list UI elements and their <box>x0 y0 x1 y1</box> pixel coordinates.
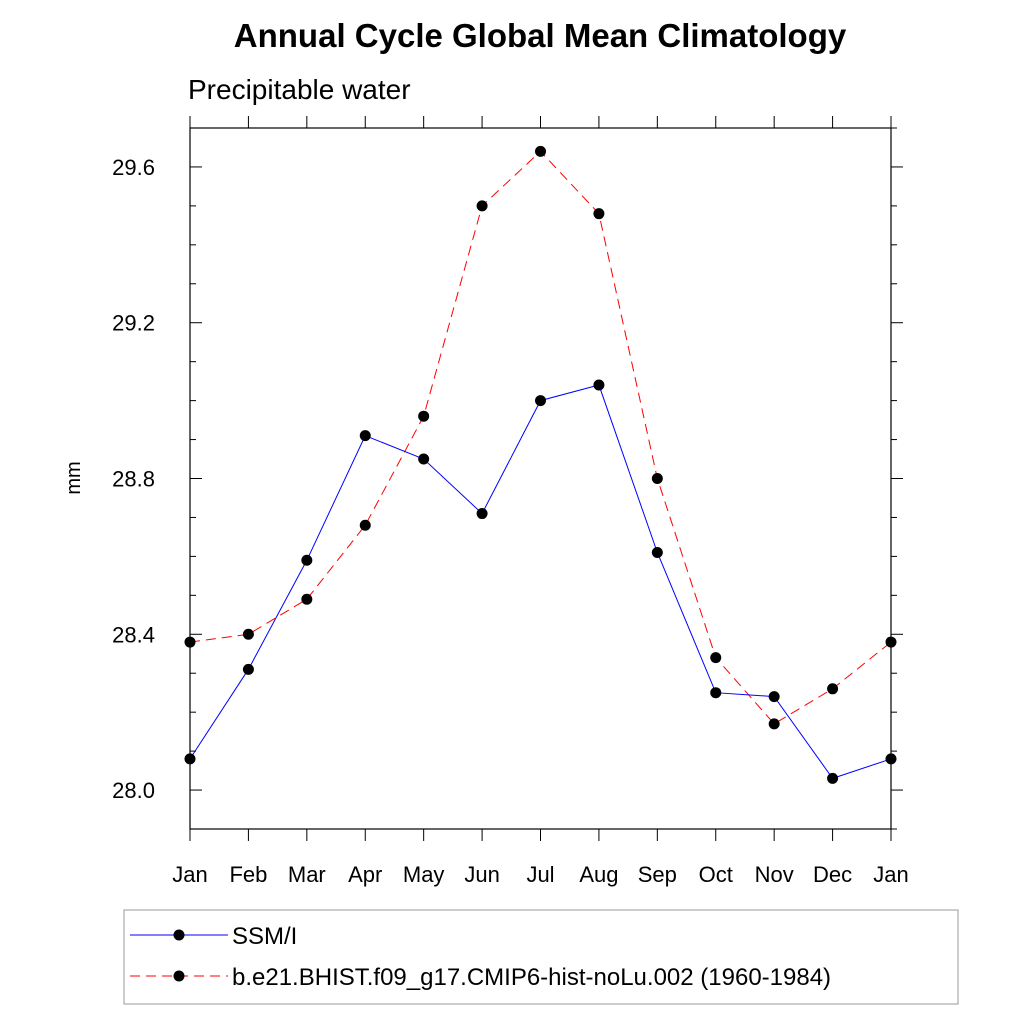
x-tick-label: Oct <box>699 862 733 887</box>
series-markers <box>184 145 897 784</box>
data-point-series-1 <box>301 593 313 605</box>
data-point-series-1 <box>651 473 663 484</box>
x-tick-label: Jan <box>172 862 207 887</box>
data-point-series-0 <box>476 508 488 520</box>
x-tick-label: Aug <box>579 862 618 887</box>
y-tick-label: 28.4 <box>112 622 155 647</box>
series-line-1 <box>189 150 892 725</box>
data-point-series-1 <box>885 636 897 648</box>
x-tick-label: Dec <box>813 862 852 887</box>
plot-frame <box>189 127 892 830</box>
legend-marker-model <box>173 970 185 982</box>
data-point-series-0 <box>768 691 780 703</box>
data-point-series-1 <box>476 200 488 212</box>
chart-title: Annual Cycle Global Mean Climatology <box>234 17 847 54</box>
x-tick-label: May <box>403 862 445 887</box>
x-tick-label: Jul <box>526 862 554 887</box>
data-point-series-1 <box>184 636 196 648</box>
legend-marker-ssmi <box>173 929 185 941</box>
series-lines <box>189 150 892 779</box>
chart-subtitle: Precipitable water <box>188 74 411 105</box>
axis-ticks: Jan Feb Mar Apr May Jun Jul Aug Sep Oct Nov Dec Jan 2… <box>112 116 909 887</box>
legend-box <box>123 909 959 1005</box>
data-point-series-1 <box>242 628 254 640</box>
x-tick-label: Feb <box>229 862 267 887</box>
legend-label-model: b.e21.BHIST.f09_g17.CMIP6-hist-noLu.002 … <box>232 964 831 991</box>
data-point-series-0 <box>885 753 897 765</box>
y-tick-label: 29.2 <box>112 311 155 336</box>
data-point-series-1 <box>535 145 546 157</box>
data-point-series-0 <box>242 663 254 675</box>
x-tick-label: Jan <box>873 862 908 887</box>
legend-label-ssmi: SSM/I <box>232 923 297 950</box>
data-point-series-0 <box>184 753 196 765</box>
y-tick-label: 28.0 <box>112 778 155 803</box>
data-point-series-1 <box>418 410 430 422</box>
data-point-series-0 <box>359 430 371 442</box>
data-point-series-0 <box>535 395 546 407</box>
data-point-series-1 <box>710 652 722 664</box>
series-line-0 <box>189 384 892 779</box>
x-tick-label: Apr <box>348 862 382 887</box>
y-tick-label: 28.8 <box>112 467 155 492</box>
x-tick-label: Nov <box>755 862 794 887</box>
x-tick-label: Sep <box>638 862 677 887</box>
legend: SSM/I b.e21.BHIST.f09_g17.CMIP6-hist-noL… <box>123 909 959 1005</box>
data-point-series-0 <box>418 453 430 465</box>
x-tick-label: Jun <box>464 862 499 887</box>
data-point-series-1 <box>593 208 605 220</box>
data-point-series-0 <box>301 554 313 566</box>
data-point-series-1 <box>768 718 780 730</box>
data-point-series-1 <box>359 519 371 531</box>
y-axis-label: mm <box>63 461 85 494</box>
x-tick-label: Mar <box>288 862 326 887</box>
data-point-series-1 <box>827 683 839 695</box>
data-point-series-0 <box>651 546 663 558</box>
y-tick-label: 29.6 <box>112 155 155 180</box>
data-point-series-0 <box>710 687 722 699</box>
data-point-series-0 <box>827 772 839 784</box>
data-point-series-0 <box>593 379 605 391</box>
